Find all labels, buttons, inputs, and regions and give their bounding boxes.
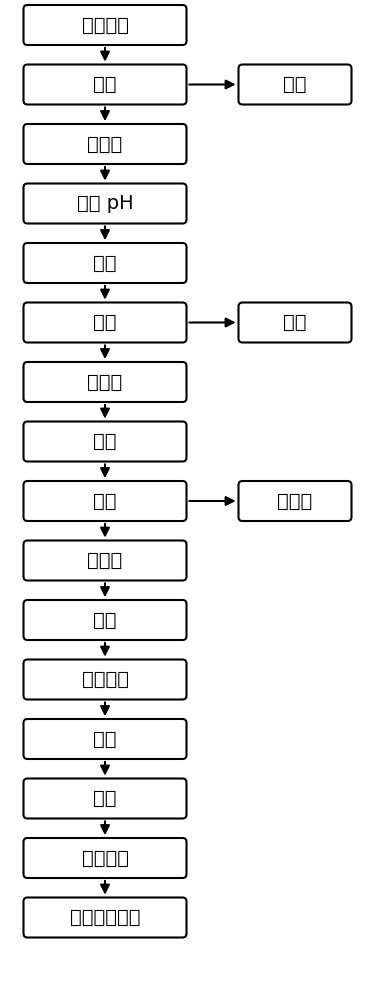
FancyBboxPatch shape <box>23 540 186 580</box>
FancyBboxPatch shape <box>23 600 186 640</box>
FancyBboxPatch shape <box>23 719 186 759</box>
Text: 离心: 离心 <box>93 730 117 748</box>
Text: 离心: 离心 <box>93 491 117 510</box>
FancyBboxPatch shape <box>23 660 186 700</box>
Text: 离心: 离心 <box>93 75 117 94</box>
Text: 真空干燥: 真空干燥 <box>82 848 129 867</box>
Text: 调节 pH: 调节 pH <box>77 194 133 213</box>
Text: 上清液: 上清液 <box>87 134 122 153</box>
Text: 浓缩: 浓缩 <box>93 610 117 630</box>
Text: 阿拉伯木聚糖: 阿拉伯木聚糖 <box>70 908 140 927</box>
FancyBboxPatch shape <box>239 64 352 104</box>
FancyBboxPatch shape <box>23 302 186 342</box>
FancyBboxPatch shape <box>23 184 186 224</box>
FancyBboxPatch shape <box>23 481 186 521</box>
FancyBboxPatch shape <box>23 838 186 878</box>
Text: 絮凝: 絮凝 <box>93 432 117 451</box>
FancyBboxPatch shape <box>23 362 186 402</box>
FancyBboxPatch shape <box>23 243 186 283</box>
Text: 淀粉: 淀粉 <box>283 75 307 94</box>
Text: 上清液: 上清液 <box>87 372 122 391</box>
Text: 小麦废水: 小麦废水 <box>82 15 129 34</box>
FancyBboxPatch shape <box>23 422 186 462</box>
Text: 沉淀: 沉淀 <box>93 789 117 808</box>
Text: 沉降: 沉降 <box>93 253 117 272</box>
FancyBboxPatch shape <box>23 898 186 938</box>
FancyBboxPatch shape <box>23 5 186 45</box>
FancyBboxPatch shape <box>23 64 186 104</box>
Text: 上清液: 上清液 <box>87 551 122 570</box>
Text: 植酸: 植酸 <box>283 313 307 332</box>
Text: 离心: 离心 <box>93 313 117 332</box>
FancyBboxPatch shape <box>23 778 186 818</box>
FancyBboxPatch shape <box>239 481 352 521</box>
Text: 蛋白质: 蛋白质 <box>277 491 313 510</box>
Text: 乙醇沉淀: 乙醇沉淀 <box>82 670 129 689</box>
FancyBboxPatch shape <box>239 302 352 342</box>
FancyBboxPatch shape <box>23 124 186 164</box>
